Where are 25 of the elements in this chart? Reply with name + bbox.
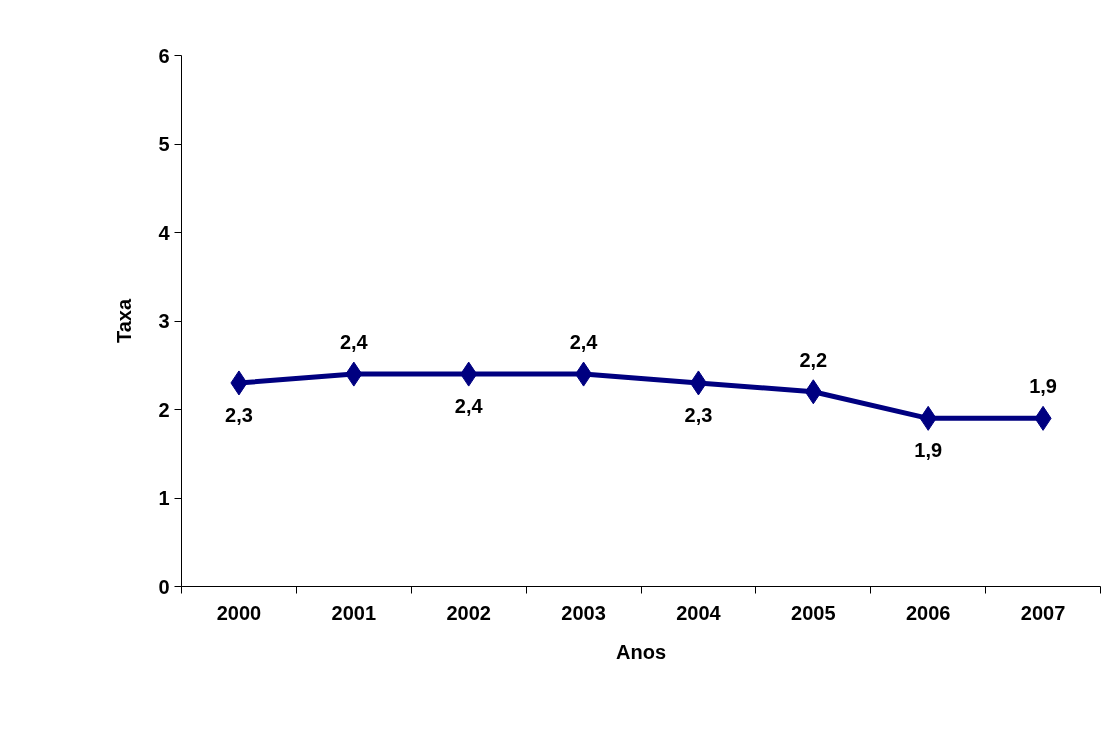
y-tick-label: 3 — [158, 310, 170, 332]
y-tick-label: 1 — [158, 487, 170, 509]
data-label: 2,4 — [454, 395, 484, 418]
data-label: 2,3 — [225, 403, 253, 426]
x-tick-label: 2005 — [791, 601, 836, 624]
data-label: 1,9 — [914, 439, 943, 462]
x-tick-label: 2007 — [1020, 601, 1066, 624]
x-tick-label: 2003 — [561, 601, 606, 624]
x-tick-label: 2006 — [905, 601, 951, 624]
x-axis-title: Anos — [616, 640, 666, 663]
y-tick-label: 0 — [158, 575, 170, 598]
y-tick-label: 6 — [158, 44, 170, 67]
x-tick-label: 2001 — [331, 601, 377, 624]
data-label: 2,4 — [569, 331, 599, 354]
y-axis-title: Taxa — [113, 298, 136, 344]
y-tick-label: 2 — [158, 398, 170, 421]
data-label: 2,2 — [799, 348, 828, 371]
data-label: 1,9 — [1029, 375, 1057, 398]
y-tick-label: 5 — [158, 133, 170, 155]
x-tick-label: 2004 — [676, 601, 722, 624]
x-tick-label: 2000 — [216, 601, 262, 624]
data-label: 2,4 — [339, 331, 369, 354]
x-tick-label: 2002 — [446, 601, 491, 624]
y-tick-label: 4 — [158, 221, 171, 244]
data-label: 2,3 — [684, 403, 713, 426]
